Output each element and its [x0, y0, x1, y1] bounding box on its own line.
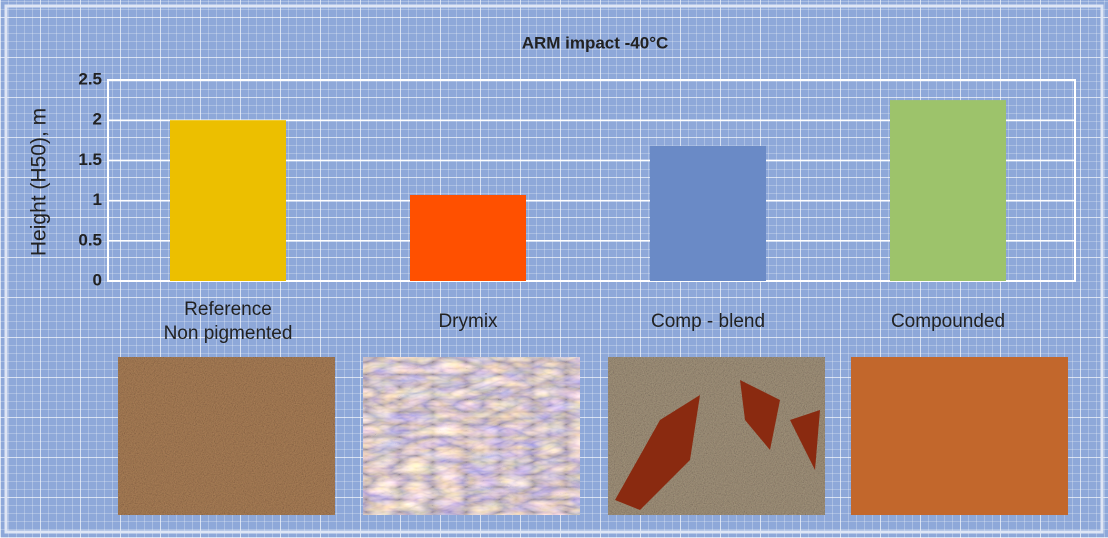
- y-tick-label: 2.5: [78, 69, 102, 88]
- chart-page: ARM impact -40°C Height (H50), m 0 0.5 1 1.…: [0, 0, 1108, 538]
- bar: [170, 120, 286, 281]
- y-axis-label: Height (H50), m: [28, 108, 51, 256]
- y-tick-label: 0.5: [78, 230, 102, 249]
- y-tick-label: 1: [93, 190, 102, 209]
- y-tick-label: 1.5: [78, 150, 102, 169]
- x-tick-label: Drymix: [368, 310, 568, 334]
- sample-image: [118, 357, 335, 515]
- sample-images: [118, 357, 1068, 515]
- x-tick-label: Compounded: [848, 310, 1048, 334]
- bar: [410, 195, 526, 281]
- x-tick-label: Reference Non pigmented: [128, 298, 328, 346]
- bar: [890, 100, 1006, 281]
- y-tick-label: 0: [93, 270, 102, 289]
- bar: [650, 146, 766, 281]
- y-tick-label: 2: [93, 110, 102, 129]
- x-tick-label: Comp - blend: [608, 310, 808, 334]
- chart-title: ARM impact -40°C: [522, 33, 669, 52]
- chart: ARM impact -40°C Height (H50), m 0 0.5 1 1.…: [0, 0, 1108, 538]
- sample-image: [363, 357, 580, 515]
- sample-image: [851, 357, 1068, 515]
